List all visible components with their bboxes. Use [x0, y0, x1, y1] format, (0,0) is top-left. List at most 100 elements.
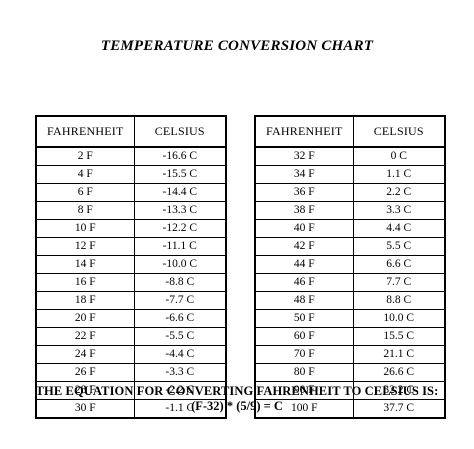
fahrenheit-cell: 22 F [35, 327, 135, 346]
equation-caption: THE EQUATION FOR CONVERTING FAHRENHEIT T… [35, 384, 439, 398]
celsius-cell: -2.2 C [133, 381, 227, 400]
fahrenheit-cell: 12 F [35, 237, 135, 256]
celsius-header: CELSIUS [352, 115, 446, 148]
table-row: 50 F 10.0 C [254, 309, 446, 328]
table-row: 8 F -13.3 C [35, 201, 227, 220]
table-row: 34 F 1.1 C [254, 165, 446, 184]
celsius-cell: 3.3 C [352, 201, 446, 220]
celsius-cell: 2.2 C [352, 183, 446, 202]
table-row: 90 F 32.2 C [254, 381, 446, 400]
celsius-cell: 32.2 C [352, 381, 446, 400]
fahrenheit-cell: 16 F [35, 273, 135, 292]
celsius-cell: 15.5 C [352, 327, 446, 346]
table-row: 36 F 2.2 C [254, 183, 446, 202]
celsius-cell: 8.8 C [352, 291, 446, 310]
fahrenheit-cell: 38 F [254, 201, 354, 220]
table-row: 2 F -16.6 C [35, 146, 227, 166]
table-row: 100 F 37.7 C [254, 399, 446, 419]
fahrenheit-cell: 30 F [35, 399, 135, 419]
fahrenheit-cell: 42 F [254, 237, 354, 256]
fahrenheit-cell: 46 F [254, 273, 354, 292]
celsius-cell: 4.4 C [352, 219, 446, 238]
celsius-cell: 21.1 C [352, 345, 446, 364]
table-row: 30 F -1.1 C [35, 399, 227, 419]
table-row: 4 F -15.5 C [35, 165, 227, 184]
fahrenheit-cell: 80 F [254, 363, 354, 382]
celsius-cell: -1.1 C [133, 399, 227, 419]
table-row: 80 F 26.6 C [254, 363, 446, 382]
fahrenheit-cell: 20 F [35, 309, 135, 328]
fahrenheit-cell: 18 F [35, 291, 135, 310]
table-header-row: FAHRENHEIT CELSIUS [254, 115, 446, 148]
fahrenheit-cell: 14 F [35, 255, 135, 274]
fahrenheit-cell: 10 F [35, 219, 135, 238]
table-row: 18 F -7.7 C [35, 291, 227, 310]
fahrenheit-cell: 100 F [254, 399, 354, 419]
fahrenheit-cell: 34 F [254, 165, 354, 184]
table-row: 10 F -12.2 C [35, 219, 227, 238]
table-row: 40 F 4.4 C [254, 219, 446, 238]
table-row: 60 F 15.5 C [254, 327, 446, 346]
celsius-cell: -4.4 C [133, 345, 227, 364]
fahrenheit-cell: 60 F [254, 327, 354, 346]
fahrenheit-cell: 26 F [35, 363, 135, 382]
table-header-row: FAHRENHEIT CELSIUS [35, 115, 227, 148]
fahrenheit-cell: 4 F [35, 165, 135, 184]
celsius-cell: -12.2 C [133, 219, 227, 238]
table-row: 70 F 21.1 C [254, 345, 446, 364]
celsius-cell: -11.1 C [133, 237, 227, 256]
celsius-cell: -15.5 C [133, 165, 227, 184]
celsius-cell: -5.5 C [133, 327, 227, 346]
celsius-cell: 37.7 C [352, 399, 446, 419]
fahrenheit-header: FAHRENHEIT [254, 115, 354, 148]
celsius-header: CELSIUS [133, 115, 227, 148]
table-row: 16 F -8.8 C [35, 273, 227, 292]
celsius-cell: -16.6 C [133, 146, 227, 166]
fahrenheit-cell: 8 F [35, 201, 135, 220]
fahrenheit-cell: 24 F [35, 345, 135, 364]
fahrenheit-cell: 44 F [254, 255, 354, 274]
table-row: 44 F 6.6 C [254, 255, 446, 274]
celsius-cell: 1.1 C [352, 165, 446, 184]
table-row: 42 F 5.5 C [254, 237, 446, 256]
celsius-cell: -8.8 C [133, 273, 227, 292]
fahrenheit-header: FAHRENHEIT [35, 115, 135, 148]
celsius-cell: 6.6 C [352, 255, 446, 274]
celsius-cell: -6.6 C [133, 309, 227, 328]
table-row: 14 F -10.0 C [35, 255, 227, 274]
fahrenheit-cell: 48 F [254, 291, 354, 310]
celsius-cell: -10.0 C [133, 255, 227, 274]
table-row: 6 F -14.4 C [35, 183, 227, 202]
fahrenheit-cell: 28 F [35, 381, 135, 400]
fahrenheit-cell: 40 F [254, 219, 354, 238]
table-row: 38 F 3.3 C [254, 201, 446, 220]
fahrenheit-cell: 36 F [254, 183, 354, 202]
celsius-cell: 10.0 C [352, 309, 446, 328]
fahrenheit-cell: 32 F [254, 146, 354, 166]
table-row: 48 F 8.8 C [254, 291, 446, 310]
fahrenheit-cell: 50 F [254, 309, 354, 328]
fahrenheit-cell: 70 F [254, 345, 354, 364]
celsius-cell: 0 C [352, 146, 446, 166]
table-row: 24 F -4.4 C [35, 345, 227, 364]
chart-title: TEMPERATURE CONVERSION CHART [100, 38, 374, 54]
celsius-cell: -7.7 C [133, 291, 227, 310]
table-row: 22 F -5.5 C [35, 327, 227, 346]
fahrenheit-cell: 2 F [35, 146, 135, 166]
table-row: 28 F -2.2 C [35, 381, 227, 400]
table-row: 12 F -11.1 C [35, 237, 227, 256]
fahrenheit-cell: 90 F [254, 381, 354, 400]
table-row: 46 F 7.7 C [254, 273, 446, 292]
equation-formula: (F-32) * (5/9) = C [191, 399, 283, 413]
celsius-cell: 7.7 C [352, 273, 446, 292]
celsius-cell: 26.6 C [352, 363, 446, 382]
fahrenheit-cell: 6 F [35, 183, 135, 202]
celsius-cell: 5.5 C [352, 237, 446, 256]
celsius-cell: -14.4 C [133, 183, 227, 202]
celsius-cell: -13.3 C [133, 201, 227, 220]
table-row: 20 F -6.6 C [35, 309, 227, 328]
celsius-cell: -3.3 C [133, 363, 227, 382]
